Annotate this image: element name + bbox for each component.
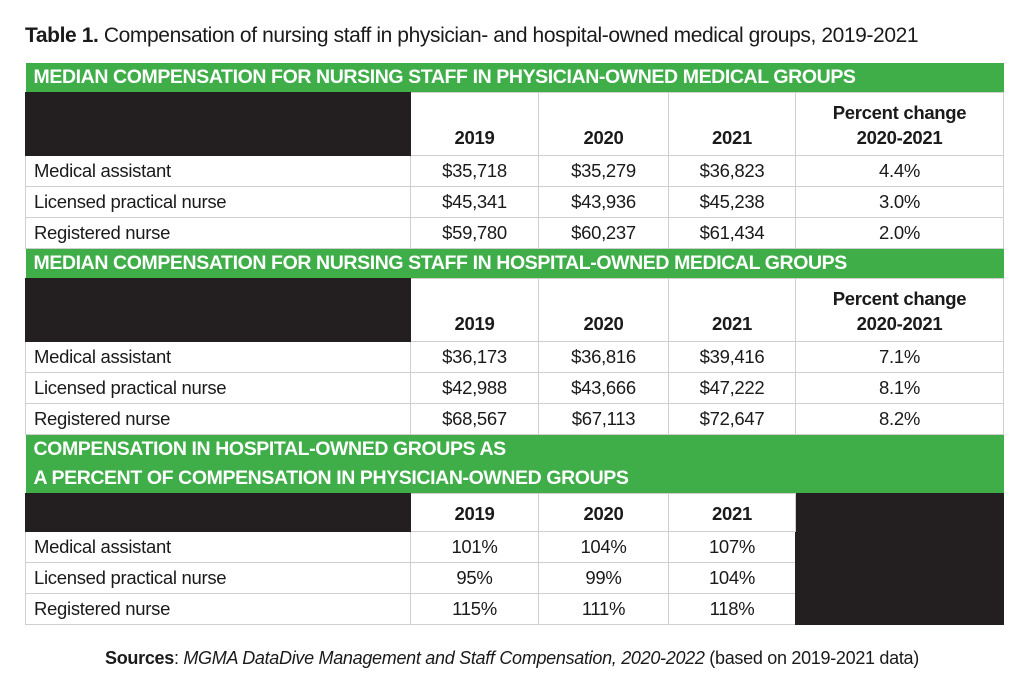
table-row: Medical assistant $36,173 $36,816 $39,416 7.… xyxy=(25,341,1005,373)
section-heading-row: MEDIAN COMPENSATION FOR NURSING STAFF IN… xyxy=(25,63,1004,93)
value-cell-2019: $45,341 xyxy=(410,186,539,218)
value-cell-2020: $60,237 xyxy=(538,217,669,249)
table-row: Licensed practical nurse $45,341 $43,936 $4… xyxy=(25,186,1005,218)
table-row: Registered nurse 115% 111% 118% xyxy=(25,593,1004,625)
table-caption: Compensation of nursing staff in physici… xyxy=(98,24,919,47)
table-row: Registered nurse $59,780 $60,237 $61,434 2.0… xyxy=(25,217,1005,249)
value-cell-2019: 115% xyxy=(410,593,539,625)
column-header-2021: 2021 xyxy=(668,278,796,342)
percent-change-cell: 3.0% xyxy=(794,186,1005,218)
sources-note: Sources: MGMA DataDive Management and St… xyxy=(0,648,1024,669)
row-label: Licensed practical nurse xyxy=(25,186,411,218)
row-label: Licensed practical nurse xyxy=(25,562,411,594)
percent-change-cell: 7.1% xyxy=(794,341,1005,373)
value-cell-2021: $45,238 xyxy=(668,186,796,218)
change-header-line: 2020-2021 xyxy=(856,127,943,148)
value-cell-2020: 104% xyxy=(538,531,669,563)
change-header-line: 2020-2021 xyxy=(856,313,943,334)
column-header-row: 2019 2020 2021 xyxy=(25,493,1005,625)
column-header-percent-change: Percent change 2020-2021 xyxy=(794,278,1005,342)
row-label: Medical assistant xyxy=(25,155,411,187)
column-header-percent-change: Percent change 2020-2021 xyxy=(794,92,1005,156)
sources-sep: : xyxy=(173,648,184,668)
value-cell-2021: 118% xyxy=(668,593,796,625)
value-cell-2020: $43,666 xyxy=(538,372,669,404)
percent-change-cell: 2.0% xyxy=(794,217,1005,249)
table-row: Licensed practical nurse 95% 99% 104% xyxy=(25,562,1004,594)
section-heading-line: MEDIAN COMPENSATION FOR NURSING STAFF IN… xyxy=(33,252,848,274)
table-row: Licensed practical nurse $42,988 $43,666 $4… xyxy=(25,372,1005,404)
row-label: Licensed practical nurse xyxy=(25,372,411,404)
table-row: Medical assistant $35,718 $35,279 $36,823 4.… xyxy=(25,155,1005,187)
value-cell-2021: $72,647 xyxy=(668,403,796,435)
section-heading-row: COMPENSATION IN HOSPITAL-OWNED GROUPS AS… xyxy=(25,434,1004,494)
value-cell-2019: $59,780 xyxy=(410,217,539,249)
row-label: Medical assistant xyxy=(25,531,411,563)
percent-change-cell: 8.2% xyxy=(794,403,1005,435)
column-header-2019: 2019 xyxy=(410,493,539,532)
table-row: Medical assistant 101% 104% 107% xyxy=(25,531,1004,563)
value-cell-2020: $35,279 xyxy=(538,155,669,187)
value-cell-2019: 95% xyxy=(410,562,539,594)
blank-cell xyxy=(794,493,1005,625)
compensation-table: MEDIAN COMPENSATION FOR NURSING STAFF IN… xyxy=(25,63,1005,625)
row-label: Registered nurse xyxy=(25,403,411,435)
row-label: Registered nurse xyxy=(25,593,411,625)
value-cell-2020: $43,936 xyxy=(538,186,669,218)
sources-label: Sources xyxy=(105,648,174,668)
change-header-line: Percent change xyxy=(832,288,967,309)
header-blank-cell xyxy=(25,493,411,532)
value-cell-2021: $61,434 xyxy=(668,217,796,249)
value-cell-2020: 111% xyxy=(538,593,669,625)
value-cell-2021: $47,222 xyxy=(668,372,796,404)
column-header-2019: 2019 xyxy=(410,278,539,342)
value-cell-2020: $36,816 xyxy=(538,341,669,373)
header-blank-cell xyxy=(25,278,411,342)
column-header-2020: 2020 xyxy=(538,92,669,156)
sources-citation: MGMA DataDive Management and Staff Compe… xyxy=(183,648,705,668)
value-cell-2020: $67,113 xyxy=(538,403,669,435)
row-label: Registered nurse xyxy=(25,217,411,249)
section-heading-line: MEDIAN COMPENSATION FOR NURSING STAFF IN… xyxy=(33,66,856,88)
sources-detail: (based on 2019-2021 data) xyxy=(704,648,919,668)
section-heading: MEDIAN COMPENSATION FOR NURSING STAFF IN… xyxy=(25,248,1004,279)
section-heading-row: MEDIAN COMPENSATION FOR NURSING STAFF IN… xyxy=(25,248,1004,279)
section-heading-line: COMPENSATION IN HOSPITAL-OWNED GROUPS AS xyxy=(33,438,507,460)
table-number: Table 1. xyxy=(25,24,99,47)
section-heading: COMPENSATION IN HOSPITAL-OWNED GROUPS AS… xyxy=(25,434,1004,494)
value-cell-2021: $39,416 xyxy=(668,341,796,373)
percent-change-cell: 8.1% xyxy=(794,372,1005,404)
section-heading: MEDIAN COMPENSATION FOR NURSING STAFF IN… xyxy=(25,63,1004,93)
column-header-row: 2019 2020 2021 Percent change 2020-2021 xyxy=(25,92,1005,156)
column-header-2020: 2020 xyxy=(538,278,669,342)
value-cell-2019: $68,567 xyxy=(410,403,539,435)
value-cell-2019: 101% xyxy=(410,531,539,563)
section-heading-line: A PERCENT OF COMPENSATION IN PHYSICIAN-O… xyxy=(33,467,629,489)
table-row: Registered nurse $68,567 $67,113 $72,647 8.2… xyxy=(25,403,1005,435)
value-cell-2019: $35,718 xyxy=(410,155,539,187)
change-header-line: Percent change xyxy=(832,102,967,123)
value-cell-2021: 107% xyxy=(668,531,796,563)
header-blank-cell xyxy=(25,92,411,156)
value-cell-2021: 104% xyxy=(668,562,796,594)
value-cell-2019: $36,173 xyxy=(410,341,539,373)
row-label: Medical assistant xyxy=(25,341,411,373)
column-header-2021: 2021 xyxy=(668,92,796,156)
column-header-2020: 2020 xyxy=(538,493,669,532)
column-header-row: 2019 2020 2021 Percent change 2020-2021 xyxy=(25,278,1005,342)
value-cell-2021: $36,823 xyxy=(668,155,796,187)
table-title: Table 1. Compensation of nursing staff i… xyxy=(25,24,919,48)
column-header-2019: 2019 xyxy=(410,92,539,156)
value-cell-2019: $42,988 xyxy=(410,372,539,404)
percent-change-cell: 4.4% xyxy=(794,155,1005,187)
value-cell-2020: 99% xyxy=(538,562,669,594)
column-header-2021: 2021 xyxy=(668,493,796,532)
